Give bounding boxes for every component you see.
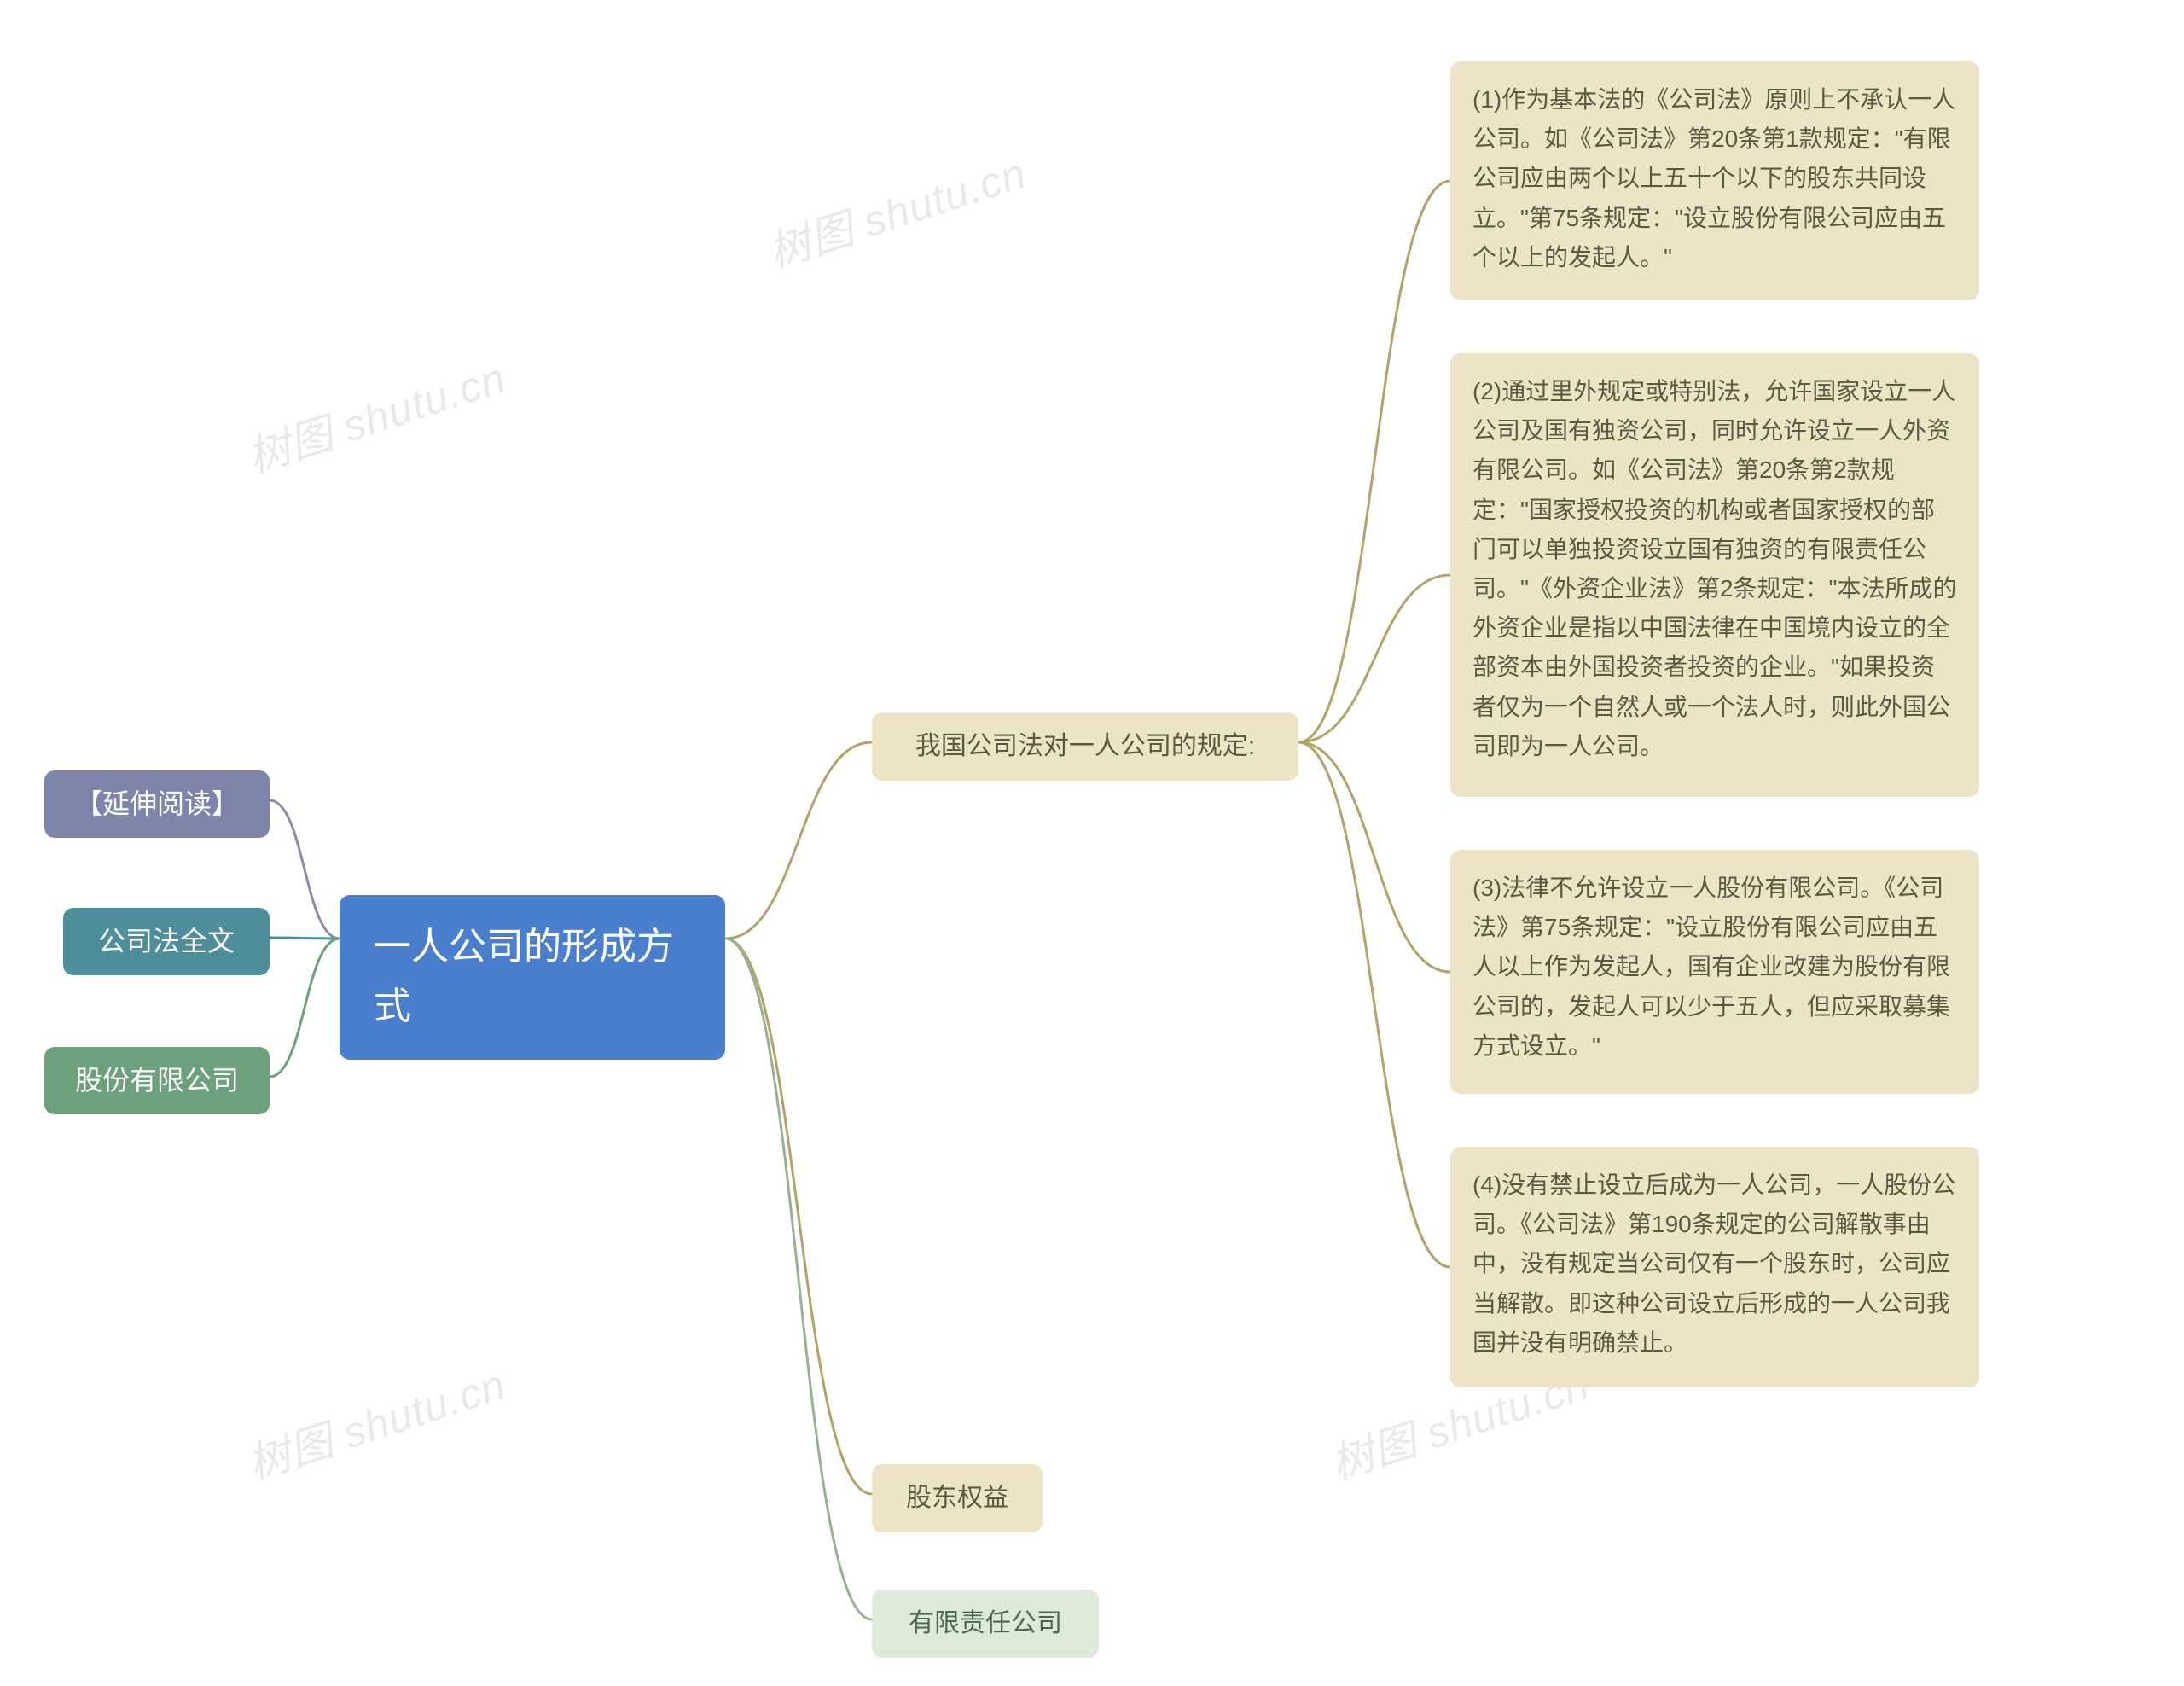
watermark-text: 树图 shutu.cn [239,344,513,485]
leaf-node-rule-4[interactable]: (4)没有禁止设立后成为一人公司，一人股份公司。《公司法》第190条规定的公司解… [1450,1147,1979,1387]
watermark-text: 树图 shutu.cn [239,1351,513,1491]
left-node-joint-stock-company[interactable]: 股份有限公司 [44,1047,270,1114]
right-node-regulations[interactable]: 我国公司法对一人公司的规定: [872,712,1298,781]
right-node-limited-liability[interactable]: 有限责任公司 [872,1590,1099,1658]
leaf-node-rule-1[interactable]: (1)作为基本法的《公司法》原则上不承认一人公司。如《公司法》第20条第1款规定… [1450,61,1979,300]
left-node-extended-reading[interactable]: 【延伸阅读】 [44,770,270,838]
left-node-company-law-full[interactable]: 公司法全文 [63,908,270,975]
root-node[interactable]: 一人公司的形成方式 [340,895,725,1060]
right-node-shareholder-rights[interactable]: 股东权益 [872,1464,1043,1532]
watermark-text: 树图 shutu.cn [759,139,1033,280]
leaf-node-rule-3[interactable]: (3)法律不允许设立一人股份有限公司。《公司法》第75条规定："设立股份有限公司… [1450,850,1979,1094]
mindmap-canvas: 树图 shutu.cn树图 shutu.cn树图 shutu.cn树图 shut… [0,0,2184,1686]
leaf-node-rule-2[interactable]: (2)通过里外规定或特别法，允许国家设立一人公司及国有独资公司，同时允许设立一人… [1450,353,1979,797]
